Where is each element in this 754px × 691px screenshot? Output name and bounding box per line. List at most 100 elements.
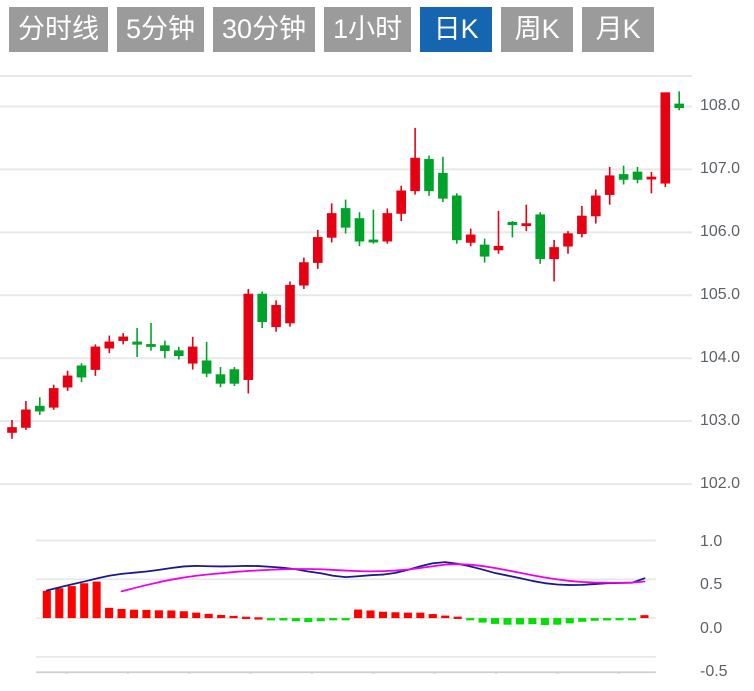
candle bbox=[48, 384, 59, 410]
candle bbox=[646, 171, 657, 194]
macd-histogram-bar bbox=[167, 610, 176, 619]
macd-histogram-bar bbox=[229, 615, 238, 619]
macd-histogram-bar bbox=[515, 618, 524, 625]
candle bbox=[632, 166, 643, 184]
macd-histogram-bar bbox=[416, 612, 425, 619]
axis-label-container: 102.0 103.0 104.0 105.0 106.0 107.0 108.0 1.0 0.… bbox=[692, 0, 754, 691]
candle bbox=[521, 204, 532, 232]
period-tab-bar: 分时线 5分钟 30分钟 1小时 日K 周K 月K bbox=[0, 0, 754, 58]
candle bbox=[21, 401, 31, 430]
candle bbox=[299, 257, 309, 289]
macd-histogram-bar bbox=[378, 611, 388, 619]
candle bbox=[257, 291, 268, 329]
price-axis-label: 104.0 bbox=[700, 349, 741, 367]
macd-axis-label: 1.0 bbox=[700, 532, 723, 550]
macd-histogram-bar bbox=[254, 617, 263, 620]
macd-histogram-bar bbox=[117, 608, 126, 619]
macd-histogram-bar bbox=[105, 607, 114, 619]
macd-histogram-bar bbox=[503, 618, 512, 625]
macd-histogram-bar bbox=[192, 612, 201, 619]
candle bbox=[396, 185, 407, 222]
candle bbox=[563, 231, 573, 254]
macd-histogram-bar bbox=[478, 618, 487, 623]
candle bbox=[132, 328, 142, 357]
price-axis-label: 103.0 bbox=[700, 412, 741, 430]
candle bbox=[382, 208, 393, 244]
candle bbox=[340, 199, 351, 234]
tab-timeline[interactable]: 分时线 bbox=[9, 6, 108, 52]
candle bbox=[451, 193, 462, 244]
macd-histogram-bar bbox=[491, 618, 500, 624]
candle bbox=[146, 322, 156, 351]
macd-histogram-bar bbox=[441, 615, 450, 619]
price-axis-label: 107.0 bbox=[700, 160, 741, 178]
candle bbox=[118, 333, 128, 345]
candle bbox=[271, 300, 281, 332]
candle bbox=[465, 228, 476, 247]
tab-day-k[interactable]: 日K bbox=[420, 6, 493, 52]
macd-histogram-bar bbox=[615, 618, 624, 621]
price-axis-label: 108.0 bbox=[700, 97, 741, 115]
candle bbox=[7, 419, 17, 439]
macd-histogram-bar bbox=[217, 614, 226, 619]
macd-histogram-bar bbox=[627, 618, 637, 621]
candle bbox=[590, 189, 601, 224]
candle bbox=[507, 221, 518, 238]
candlestick-chart[interactable] bbox=[0, 75, 692, 503]
tab-5min[interactable]: 5分钟 bbox=[117, 6, 205, 52]
candle bbox=[229, 367, 240, 386]
price-axis-label: 102.0 bbox=[700, 475, 741, 493]
price-axis-label: 105.0 bbox=[700, 286, 741, 304]
macd-dif-line bbox=[45, 561, 646, 592]
macd-histogram-bar bbox=[466, 618, 475, 621]
macd-histogram-bar bbox=[428, 614, 437, 619]
macd-histogram-bar bbox=[565, 618, 574, 624]
macd-histogram-bar bbox=[540, 618, 549, 626]
tab-month-k[interactable]: 月K bbox=[582, 6, 655, 52]
candle bbox=[424, 155, 434, 196]
candle bbox=[326, 203, 337, 243]
candle bbox=[604, 166, 615, 205]
candle bbox=[354, 212, 365, 247]
macd-histogram-bar bbox=[291, 618, 300, 622]
macd-histogram-bar bbox=[528, 618, 537, 625]
candle bbox=[215, 367, 226, 388]
macd-histogram-bar bbox=[354, 609, 363, 619]
macd-histogram-bar bbox=[242, 616, 251, 619]
candle bbox=[479, 238, 490, 263]
candle bbox=[535, 212, 546, 264]
macd-histogram-bar bbox=[640, 615, 649, 619]
tab-1hour[interactable]: 1小时 bbox=[324, 6, 412, 52]
candle bbox=[285, 281, 295, 327]
macd-histogram-bar bbox=[391, 612, 400, 619]
macd-chart[interactable] bbox=[0, 528, 692, 674]
candle bbox=[368, 209, 379, 244]
macd-dea-line bbox=[120, 563, 646, 593]
candle bbox=[160, 340, 170, 359]
macd-histogram-bar bbox=[366, 610, 375, 619]
macd-histogram-bar bbox=[316, 618, 325, 622]
candle bbox=[90, 344, 101, 376]
macd-histogram-bar bbox=[553, 618, 562, 625]
tab-30min[interactable]: 30分钟 bbox=[213, 6, 316, 52]
candle bbox=[674, 91, 685, 111]
candle bbox=[312, 229, 323, 269]
candle bbox=[243, 289, 254, 394]
candle bbox=[201, 341, 212, 378]
macd-axis-label: 0.0 bbox=[700, 619, 723, 637]
macd-histogram-bar bbox=[179, 611, 188, 619]
tab-week-k[interactable]: 周K bbox=[501, 6, 574, 52]
macd-histogram-bar bbox=[142, 609, 151, 619]
macd-histogram-bar bbox=[453, 616, 462, 619]
candle bbox=[549, 239, 559, 282]
candle bbox=[438, 156, 448, 203]
macd-histogram-bar bbox=[92, 581, 101, 619]
macd-histogram-bar bbox=[80, 583, 89, 619]
macd-histogram-bar bbox=[67, 586, 76, 619]
candle bbox=[34, 397, 45, 415]
candle bbox=[104, 335, 115, 354]
macd-histogram-bar bbox=[154, 610, 163, 619]
macd-axis-label: -0.5 bbox=[700, 662, 728, 680]
macd-histogram-bar bbox=[279, 618, 288, 621]
